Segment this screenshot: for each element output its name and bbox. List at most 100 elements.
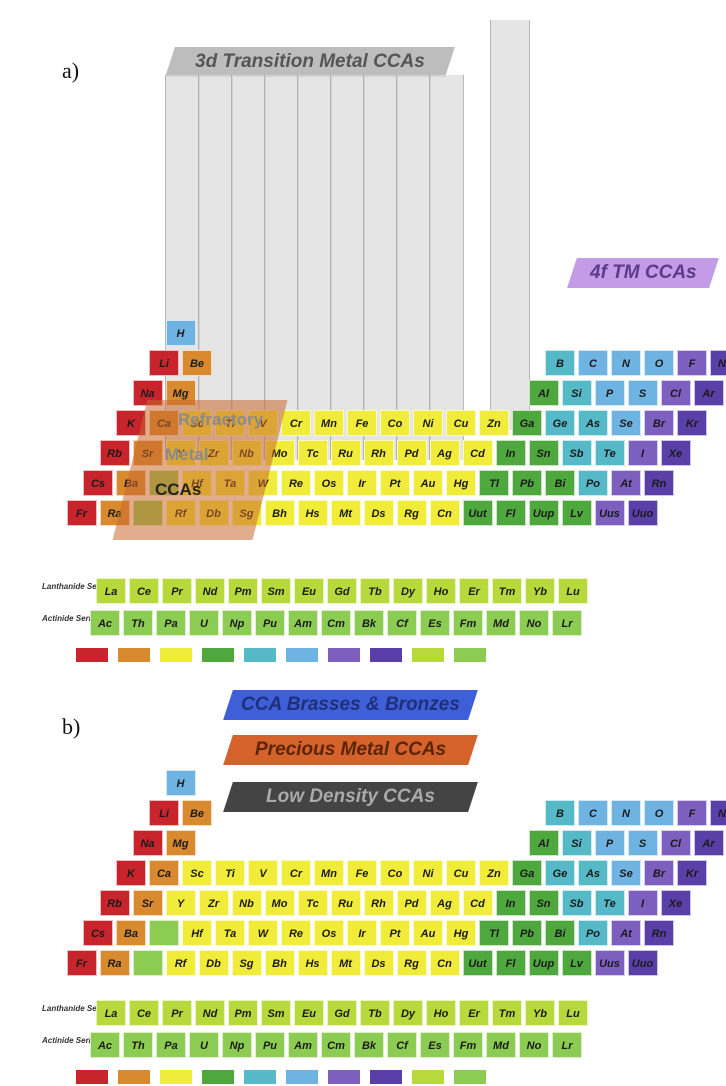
element-xe: Xe [660,890,691,916]
banner-precious-metal-ccas: Precious Metal CCAs [223,735,478,765]
a-element-tm: Tm [492,578,522,604]
b-element-am: Am [288,1032,318,1058]
element-cr: Cr [281,410,311,436]
element-in: In [495,890,526,916]
a-element-cf: Cf [387,610,417,636]
banner-cca-brasses-bronzes: CCA Brasses & Bronzes [223,690,478,720]
a-element-ho: Ho [426,578,456,604]
element-al: Al [528,830,559,856]
a-actinide-label: Actinide Series [42,614,100,623]
element-fl: Fl [495,950,526,976]
element-tc: Tc [297,440,328,466]
element-ne: Ne [710,800,726,826]
element-li: Li [149,350,179,376]
element-pd: Pd [396,440,427,466]
element-re: Re [281,470,311,496]
element-cr: Cr [281,860,311,886]
element-po: Po [578,920,608,946]
b-element-md: Md [486,1032,516,1058]
periodic-table-a-grid: HHeLiBeBCNOFNeNaMgAlSiPSClArKCaScTiVCrMn… [0,300,726,600]
a-legend-swatch [370,648,402,662]
3d-column-bar [198,75,233,460]
element-pt: Pt [380,470,410,496]
element-fl: Fl [495,500,526,526]
element-rn: Rn [644,470,674,496]
b-actinide-label: Actinide Series [42,1036,100,1045]
element-nb: Nb [231,890,262,916]
element-ba: Ba [116,920,146,946]
element-ar: Ar [693,380,724,406]
element-o: O [644,350,674,376]
element-ne: Ne [710,350,726,376]
element-c: C [578,800,608,826]
banner-4f-text: 4f TM CCAs [589,262,697,283]
element-blank [149,920,179,946]
b-element-np: Np [222,1032,252,1058]
a-element-no: No [519,610,549,636]
element-sc: Sc [182,860,212,886]
element-as: As [578,860,608,886]
b-element-fm: Fm [453,1032,483,1058]
element-ar: Ar [693,830,724,856]
element-rg: Rg [396,500,427,526]
a-element-am: Am [288,610,318,636]
element-uus: Uus [594,500,625,526]
element-at: At [611,920,641,946]
element-te: Te [594,440,625,466]
element-ta: Ta [215,920,245,946]
element-au: Au [413,920,443,946]
element-bi: Bi [545,920,575,946]
element-co: Co [380,410,410,436]
element-zn: Zn [479,860,509,886]
element-o: O [644,800,674,826]
tall-column-bar [490,20,530,430]
a-legend-swatch [412,648,444,662]
b-element-tb: Tb [360,1000,390,1026]
element-xe: Xe [660,440,691,466]
banner-precious-text: Precious Metal CCAs [254,739,447,760]
b-lanthanide-label: Lanthanide Series [42,1004,111,1013]
banner-3d-text: 3d Transition Metal CCAs [195,51,425,72]
element-ag: Ag [429,890,460,916]
element-ge: Ge [545,410,575,436]
periodic-table-b: HHeLiBeBCNOFNeNaMgAlSiPSClArKCaScTiVCrMn… [0,770,726,1086]
element-hs: Hs [297,500,328,526]
element-n: N [611,350,641,376]
b-element-bk: Bk [354,1032,384,1058]
element-sr: Sr [132,890,163,916]
3d-column-bar [231,75,266,460]
element-in: In [495,440,526,466]
element-v: V [248,860,278,886]
b-legend-swatch [202,1070,234,1084]
element-h: H [165,770,196,796]
element-br: Br [644,860,674,886]
a-legend-swatch [286,648,318,662]
a-legend-swatch [76,648,108,662]
b-element-pa: Pa [156,1032,186,1058]
a-legend-swatch [202,648,234,662]
banner-3d-transition-metal-ccas: 3d Transition Metal CCAs [165,47,455,77]
b-element-eu: Eu [294,1000,324,1026]
b-element-cf: Cf [387,1032,417,1058]
3d-column-bar [297,75,332,460]
a-element-cm: Cm [321,610,351,636]
element-cl: Cl [660,830,691,856]
element-ds: Ds [363,500,394,526]
element-kr: Kr [677,860,707,886]
b-element-no: No [519,1032,549,1058]
element-ir: Ir [347,470,377,496]
element-mg: Mg [165,830,196,856]
b-element-pr: Pr [162,1000,192,1026]
element-ru: Ru [330,890,361,916]
b-element-lr: Lr [552,1032,582,1058]
b-legend-swatch [244,1070,276,1084]
element-k: K [116,860,146,886]
element-sn: Sn [528,440,559,466]
element-mt: Mt [330,950,361,976]
b-element-lu: Lu [558,1000,588,1026]
a-legend-swatch [160,648,192,662]
a-legend-swatch [244,648,276,662]
element-cn: Cn [429,500,460,526]
element-se: Se [611,410,641,436]
element-ge: Ge [545,860,575,886]
